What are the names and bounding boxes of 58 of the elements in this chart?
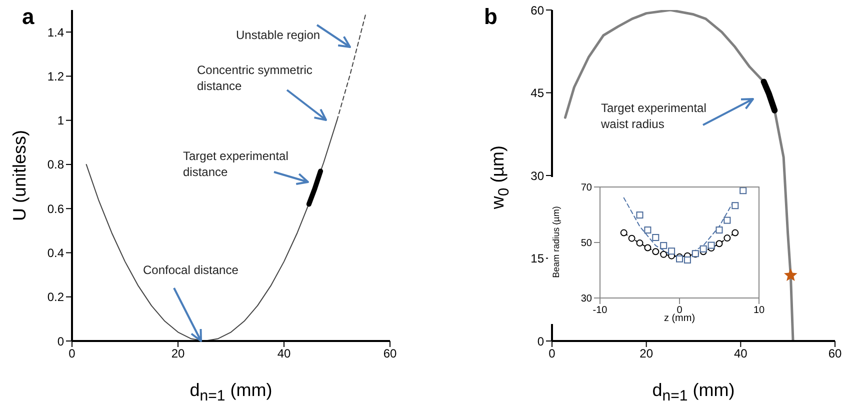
y-tick-label: 0 [537,334,544,348]
point [740,187,747,194]
x-tick-label: 20 [171,346,185,361]
y-tick-label: 50 [580,238,592,250]
x-axis-title: d$_{n=1}$ (mm) [188,380,274,402]
x-tick-label: 60 [828,346,842,361]
x-axis-title: d$_{n=1}$ (mm) [651,380,736,402]
point [708,242,715,249]
point [732,229,739,236]
point [724,216,731,224]
annotation: Unstable region [236,27,322,43]
x-tick-label: -10 [592,305,608,316]
y-tick-label: 0.8 [47,158,64,172]
point [700,245,707,252]
x-tick-label: 40 [277,346,291,361]
point [716,226,723,234]
chart-title: a [22,4,34,30]
point [684,256,691,264]
chart-title: b [484,4,498,30]
point [660,250,668,258]
point [620,229,628,236]
point [652,234,660,242]
y-tick-label: 1.4 [47,25,64,40]
point [636,240,644,247]
y-tick-label: 0.2 [47,290,64,304]
x-tick-label: 40 [734,346,748,361]
y-axis-title: U (unitless) [10,128,30,223]
x-tick-label: 20 [640,346,654,361]
y-tick-label: 0.6 [47,202,64,216]
y-tick-label: 30 [530,168,544,183]
point [660,242,668,250]
y-tick-label: 1 [57,114,64,128]
point [668,248,676,255]
x-tick-label: 0 [548,346,556,361]
y-tick-label: 0 [57,334,64,348]
x-tick-label: 10 [753,305,765,316]
point [628,234,636,242]
annotation: Target experimental waist radius [601,100,708,132]
point [636,212,644,219]
point [652,248,660,256]
y-tick-label: 1.2 [47,69,64,84]
point [644,244,652,252]
annotation: Concentric symmetric distance [197,62,314,94]
point [732,202,739,210]
x-tick-label: 0 [68,346,76,361]
y-tick-label: 15 [530,252,544,266]
y-tick-label: 60 [530,3,544,18]
annotation: Target experimental distance [183,148,290,180]
y-tick-label: 0.4 [47,246,64,260]
y-tick-label: 70 [580,182,592,194]
y-tick-label: 30 [580,294,592,305]
point [716,240,723,248]
y-tick-label: 45 [530,86,544,100]
annotation: Confocal distance [143,262,240,278]
y-axis-title: Beam radius (µm) [551,204,561,280]
x-tick-label: 60 [383,346,397,361]
point [644,226,652,234]
point [724,234,731,242]
